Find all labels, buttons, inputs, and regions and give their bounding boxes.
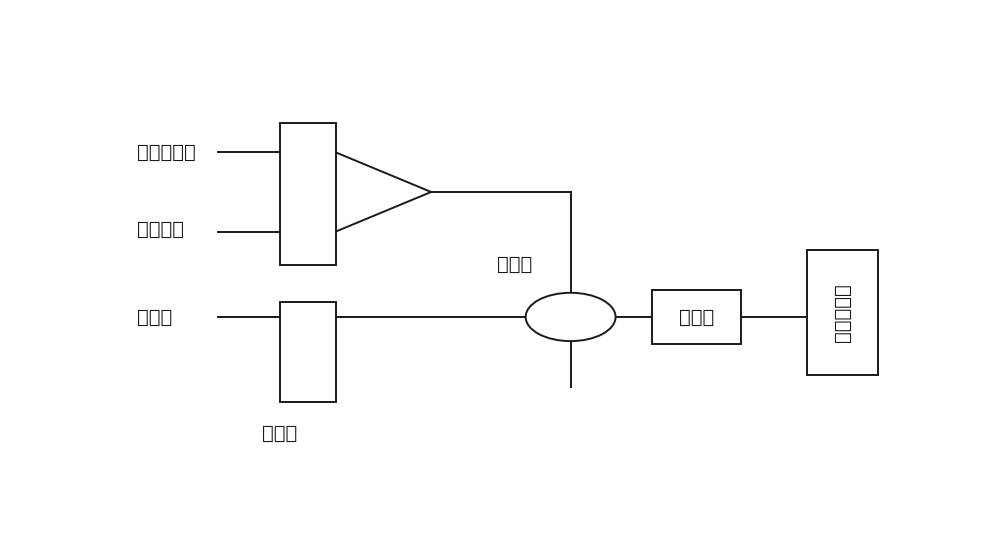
Text: 纳米氧化铜: 纳米氧化铜 [137, 143, 195, 162]
Bar [652, 290, 741, 344]
Text: 蠕动泵: 蠕动泵 [262, 424, 298, 443]
Bar [280, 302, 336, 403]
Bar [807, 250, 878, 375]
Text: 光电倍增管: 光电倍增管 [833, 283, 852, 342]
Bar [280, 123, 336, 265]
Text: 注射阀: 注射阀 [497, 255, 532, 274]
Text: 流动池: 流动池 [679, 307, 714, 326]
Circle shape [526, 293, 616, 341]
Text: 鲁米诺: 鲁米诺 [137, 307, 172, 326]
Text: 样品溶液: 样品溶液 [137, 220, 184, 239]
